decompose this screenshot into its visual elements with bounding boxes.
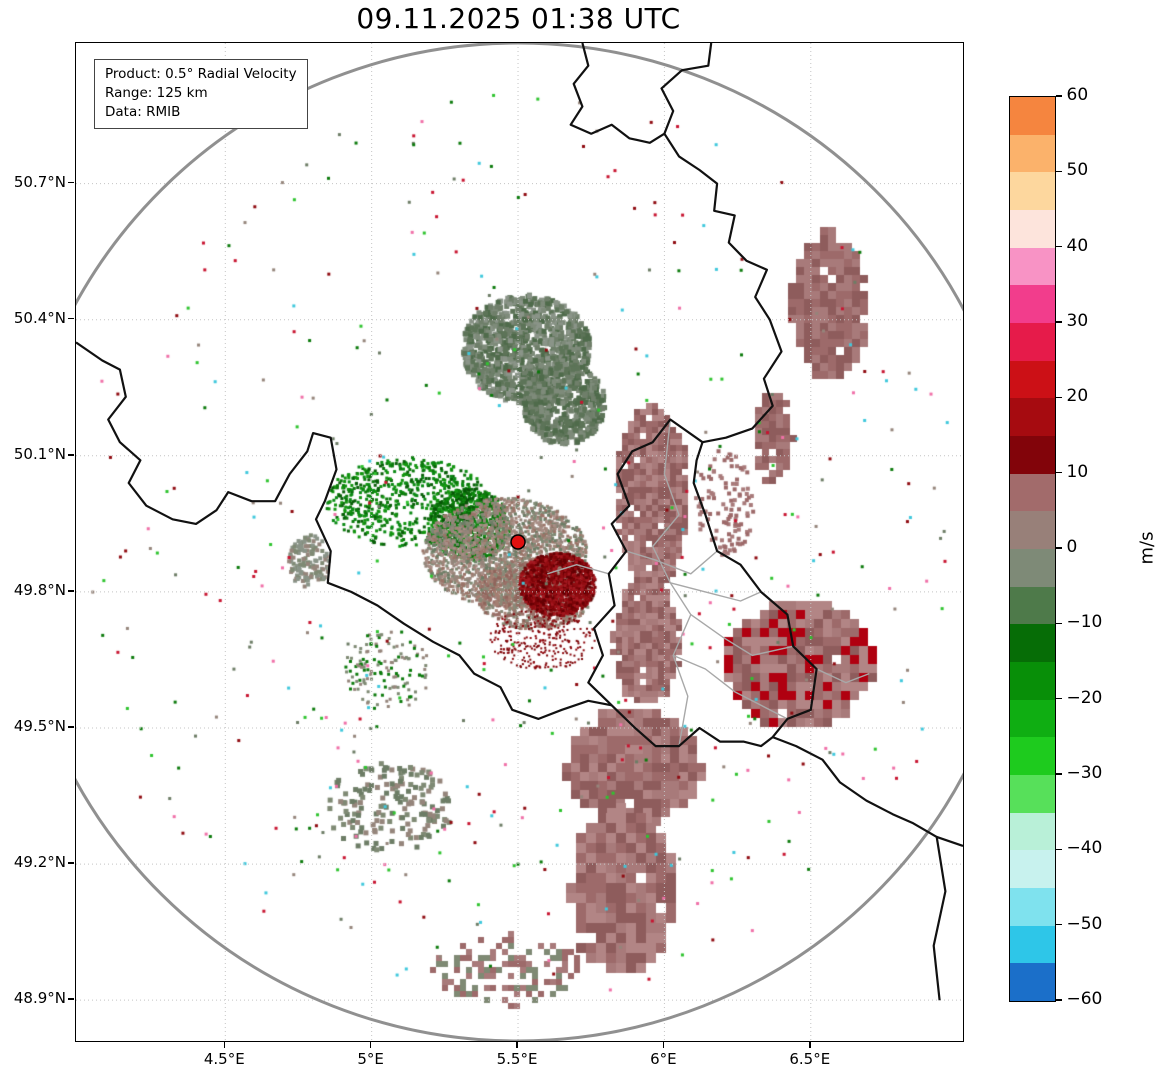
colorbar-segment — [1010, 360, 1055, 399]
colorbar-segment — [1010, 963, 1055, 1002]
colorbar-tick-mark — [1055, 923, 1062, 926]
x-tick-mark — [223, 1041, 226, 1048]
colorbar-segment — [1010, 662, 1055, 700]
colorbar-segment — [1010, 97, 1055, 135]
colorbar-units-label: m/s — [1136, 531, 1158, 565]
colorbar-segment — [1010, 850, 1055, 889]
colorbar-segment — [1010, 925, 1055, 964]
y-tick-mark — [68, 454, 74, 456]
y-tick-label: 50.7°N — [13, 172, 66, 191]
colorbar-segment — [1010, 737, 1055, 776]
colorbar-tick-label: 0 — [1066, 537, 1078, 557]
colorbar-tick-mark — [1055, 396, 1062, 399]
y-tick-mark — [68, 726, 74, 728]
y-tick-mark — [68, 862, 74, 864]
colorbar-segment — [1010, 398, 1055, 437]
colorbar-tick-label: 30 — [1066, 311, 1089, 331]
colorbar-tick-label: −40 — [1066, 838, 1103, 859]
colorbar-tick-label: −50 — [1066, 913, 1103, 934]
product-info-line: Product: 0.5° Radial Velocity — [105, 66, 297, 82]
colorbar-segment — [1010, 210, 1055, 248]
x-tick-label: 5°E — [357, 1050, 384, 1068]
country-border-path — [772, 736, 963, 847]
country-border-path — [663, 133, 783, 444]
velocity-colorbar — [1009, 96, 1056, 1002]
colorbar-segment — [1010, 699, 1055, 738]
colorbar-tick-label: 10 — [1066, 461, 1089, 482]
x-tick-label: 6.5°E — [789, 1050, 831, 1068]
colorbar-tick-mark — [1055, 170, 1062, 173]
y-tick-mark — [68, 181, 74, 184]
colorbar-segment — [1010, 586, 1055, 625]
range-info-line: Range: 125 km — [105, 84, 208, 101]
country-border-path — [587, 418, 818, 748]
data-source-line: Data: RMIB — [105, 103, 181, 120]
regional-border-path — [672, 654, 788, 720]
y-tick-mark — [68, 317, 74, 320]
colorbar-tick-label: 60 — [1066, 85, 1089, 105]
y-tick-label: 50.1°N — [13, 444, 66, 463]
colorbar-segment — [1010, 888, 1055, 926]
colorbar-segment — [1010, 812, 1055, 851]
colorbar-tick-mark — [1055, 622, 1062, 625]
map-overlay — [76, 43, 963, 1041]
colorbar-tick-mark — [1055, 245, 1062, 248]
colorbar-tick-label: −60 — [1066, 989, 1103, 1009]
regional-border-path — [690, 614, 794, 657]
regional-border-path — [816, 668, 870, 684]
colorbar-tick-mark — [1055, 848, 1062, 851]
colorbar-segment — [1010, 247, 1055, 286]
radar-location-marker — [510, 534, 526, 550]
colorbar-tick-label: −30 — [1066, 763, 1103, 783]
y-tick-label: 49.8°N — [13, 580, 66, 599]
product-info-box: Product: 0.5° Radial Velocity Range: 125… — [94, 59, 308, 129]
colorbar-tick-mark — [1055, 547, 1062, 549]
colorbar-segment — [1010, 436, 1055, 474]
y-tick-mark — [68, 998, 74, 1000]
y-tick-label: 49.2°N — [13, 853, 66, 872]
country-border-path — [569, 43, 713, 144]
colorbar-segment — [1010, 511, 1055, 550]
y-tick-label: 48.9°N — [13, 989, 66, 1008]
colorbar-tick-mark — [1055, 999, 1062, 1001]
colorbar-tick-mark — [1055, 773, 1062, 775]
colorbar-tick-label: −20 — [1066, 687, 1103, 708]
x-tick-label: 5.5°E — [496, 1050, 538, 1068]
country-border-path — [76, 341, 612, 721]
colorbar-tick-label: 50 — [1066, 160, 1089, 181]
x-tick-label: 6°E — [650, 1050, 677, 1068]
x-tick-mark — [516, 1041, 518, 1048]
colorbar-segment — [1010, 549, 1055, 587]
colorbar-tick-label: −10 — [1066, 612, 1103, 633]
regional-border-path — [626, 550, 718, 575]
y-tick-label: 49.5°N — [13, 716, 66, 735]
colorbar-segment — [1010, 624, 1055, 663]
colorbar-segment — [1010, 775, 1055, 813]
y-tick-label: 50.4°N — [13, 308, 66, 327]
colorbar-tick-label: 40 — [1066, 235, 1089, 256]
colorbar-segment — [1010, 172, 1055, 211]
colorbar-segment — [1010, 134, 1055, 173]
colorbar-tick-label: 20 — [1066, 386, 1089, 407]
colorbar-segment — [1010, 473, 1055, 512]
x-tick-mark — [662, 1041, 665, 1048]
colorbar-segment — [1010, 323, 1055, 361]
regional-border-path — [547, 564, 609, 575]
x-tick-mark — [809, 1041, 811, 1048]
x-tick-mark — [369, 1041, 372, 1048]
colorbar-tick-mark — [1055, 321, 1062, 323]
regional-border-path — [670, 582, 762, 602]
colorbar-tick-mark — [1055, 95, 1062, 97]
x-tick-label: 4.5°E — [203, 1050, 245, 1068]
country-border-path — [932, 836, 947, 1001]
colorbar-segment — [1010, 285, 1055, 324]
colorbar-tick-mark — [1055, 697, 1062, 700]
map-plot-area: Product: 0.5° Radial Velocity Range: 125… — [75, 42, 964, 1042]
colorbar-tick-mark — [1055, 471, 1062, 474]
figure-title: 09.11.2025 01:38 UTC — [356, 2, 681, 35]
y-tick-mark — [68, 590, 74, 592]
